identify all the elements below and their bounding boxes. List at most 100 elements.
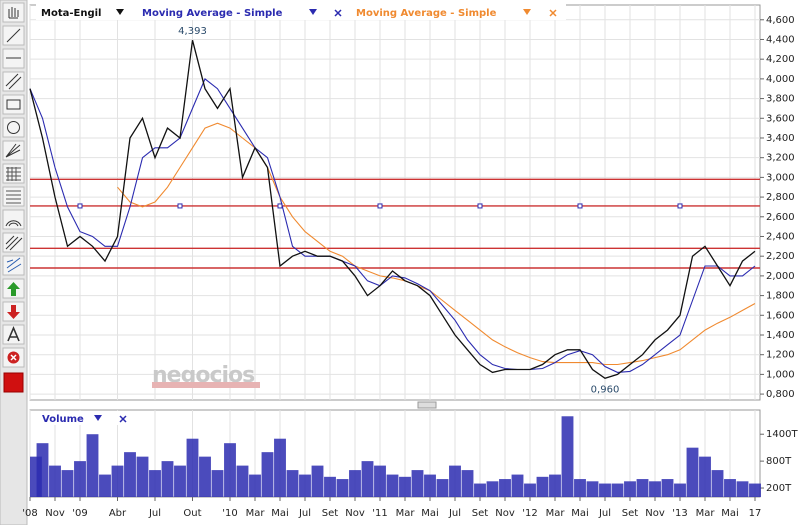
tool-down-arrow[interactable] [2, 301, 25, 322]
x-tick-label: Set [622, 508, 639, 519]
x-tick-label: '09 [72, 508, 87, 519]
volume-bar [586, 481, 599, 497]
volume-bar [561, 416, 574, 497]
volume-bar [524, 483, 536, 497]
tool-grid[interactable] [2, 186, 25, 207]
volume-bar [61, 470, 74, 497]
volume-bar [574, 479, 586, 497]
volume-bar [286, 470, 299, 497]
x-tick-label: Mar [696, 508, 716, 519]
x-tick-label: Nov [495, 508, 515, 519]
legend-menu[interactable] [523, 9, 531, 15]
volume-bar [349, 470, 361, 497]
x-tick-label: '12 [522, 508, 537, 519]
legend-close[interactable] [334, 9, 342, 17]
y-tick-label: 1,400 [766, 330, 795, 341]
line-handle [377, 203, 383, 209]
annotation: 4,393 [178, 26, 207, 37]
volume-bar [686, 447, 699, 497]
tool-hline[interactable] [2, 48, 25, 69]
volume-bar [474, 483, 486, 497]
y-tick-label: 1,800 [766, 291, 795, 302]
volume-bar [30, 456, 42, 497]
y-tick-label: 4,200 [766, 54, 795, 65]
x-tick-label: '08 [22, 508, 37, 519]
volume-bar [399, 476, 411, 497]
line-handle [577, 203, 583, 209]
legend-close[interactable] [119, 415, 127, 423]
tool-parallel[interactable] [2, 232, 25, 253]
volume-bar [649, 481, 661, 497]
y-tick-label: 2,400 [766, 231, 795, 242]
volume-bar [111, 465, 124, 497]
volume-bar [436, 479, 449, 497]
volume-bar [211, 470, 224, 497]
tool-text[interactable] [2, 324, 25, 345]
legend-menu[interactable] [116, 9, 124, 15]
volume-bar [236, 465, 249, 497]
volume-bar [249, 474, 261, 497]
x-tick-label: Jul [598, 508, 611, 519]
volume-bar [336, 479, 349, 497]
y-tick-label: 3,800 [766, 94, 795, 105]
x-tick-label: Nov [645, 508, 665, 519]
volume-bar [424, 474, 436, 497]
line-handle [177, 203, 183, 209]
legend-menu[interactable] [309, 9, 317, 15]
tool-fan[interactable] [2, 140, 25, 161]
y-tick-label: 4,400 [766, 34, 795, 45]
legend: Mota-Engil Moving Average - Simple Movin… [36, 4, 566, 425]
tool-line[interactable] [2, 25, 25, 46]
x-tick-label: Set [472, 508, 489, 519]
y-tick-label: 1,200 [766, 350, 795, 361]
y-tick-label: 2,800 [766, 192, 795, 203]
volume-bar [599, 483, 611, 497]
volume-bar [661, 479, 674, 497]
tool-color[interactable] [3, 372, 24, 393]
x-tick-label: Set [322, 508, 339, 519]
x-tick-label: Mar [396, 508, 416, 519]
tool-up-arrow[interactable] [2, 278, 25, 299]
y-tick-label: 4,600 [766, 15, 795, 26]
series-line [29, 40, 756, 380]
y-tick-label: 1,600 [766, 310, 795, 321]
legend-box [36, 4, 566, 20]
tool-hand[interactable] [2, 2, 25, 23]
legend-menu[interactable] [94, 415, 102, 421]
volume-bar [299, 474, 311, 497]
x-tick-label: Jul [298, 508, 311, 519]
pane-splitter[interactable] [417, 401, 437, 409]
volume-bar [224, 443, 236, 497]
volume-bar [361, 461, 374, 497]
volume-bar [624, 481, 636, 497]
line-handle [677, 203, 683, 209]
volume-bar [136, 456, 149, 497]
tool-rect[interactable] [2, 94, 25, 115]
tool-delete[interactable] [2, 347, 25, 368]
volume-bar [499, 479, 511, 497]
y-tick-label: 3,000 [766, 172, 795, 183]
tool-circle[interactable] [2, 117, 25, 138]
x-tick-label: Mar [546, 508, 566, 519]
legend-entry[interactable]: Mota-Engil [41, 8, 101, 19]
x-tick-label: Mai [421, 508, 439, 519]
volume-bar [536, 476, 549, 497]
line-handle [77, 203, 83, 209]
tool-speed[interactable] [2, 255, 25, 276]
tool-channel[interactable] [2, 71, 25, 92]
volume-bar [724, 479, 736, 497]
volume-bar [161, 461, 174, 497]
tool-arc[interactable] [2, 209, 25, 230]
legend-entry[interactable]: Moving Average - Simple [142, 8, 283, 19]
legend-entry[interactable]: Moving Average - Simple [356, 8, 497, 19]
volume-bar [486, 481, 499, 497]
volume-bar [674, 483, 686, 497]
volume-bar [311, 465, 324, 497]
y-tick-label: 0,800 [766, 389, 795, 400]
y-tick-label: 2,200 [766, 251, 795, 262]
legend-close[interactable] [549, 9, 557, 17]
y-tick-label: 800T [766, 456, 792, 467]
volume-title[interactable]: Volume [42, 414, 84, 425]
tool-fib[interactable] [2, 163, 25, 184]
